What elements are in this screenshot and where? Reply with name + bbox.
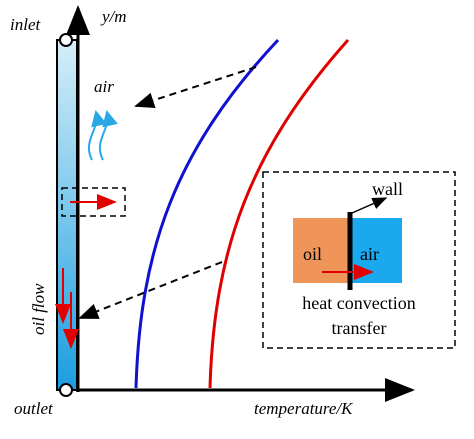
outlet-port — [59, 383, 73, 397]
inset-box — [262, 171, 456, 349]
x-axis-label: temperature/K — [254, 399, 354, 418]
wall-pointer — [351, 197, 388, 214]
oil-temperature-curve — [208, 39, 350, 389]
air-label: air — [94, 77, 114, 96]
air-arrow — [98, 110, 118, 161]
pointer-arrow — [134, 66, 257, 109]
caption: transfer — [332, 318, 387, 338]
oil-flow-label: oil flow — [29, 283, 48, 335]
inlet-port — [59, 33, 73, 47]
pointer-arrow — [78, 261, 223, 319]
outlet-label: outlet — [14, 399, 54, 418]
air-temperature-curve — [134, 38, 280, 389]
oil-label: oil — [303, 244, 322, 264]
caption: heat convection — [302, 293, 415, 313]
pipe — [56, 39, 78, 391]
air-label: air — [360, 244, 379, 264]
wall-label: wall — [372, 179, 403, 199]
y-axis-label: y/m — [100, 7, 127, 26]
detail-box — [61, 187, 126, 217]
air-arrow — [87, 110, 107, 161]
inlet-label: inlet — [10, 15, 41, 34]
